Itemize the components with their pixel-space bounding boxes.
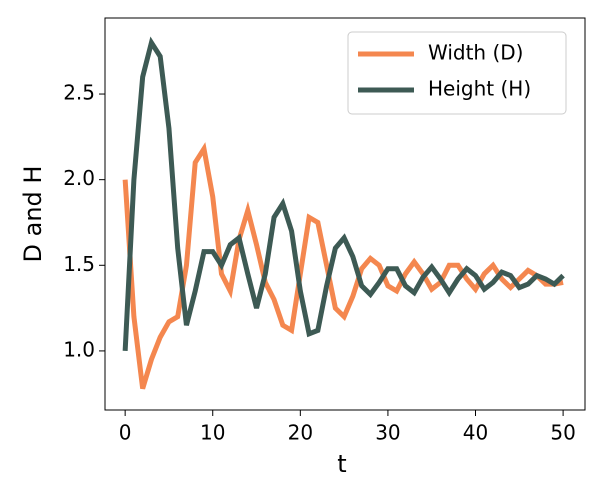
x-tick-label: 40 — [463, 421, 488, 445]
x-axis-label: t — [337, 450, 346, 478]
x-tick-label: 50 — [550, 421, 575, 445]
plot-frame — [104, 17, 586, 411]
y-tick-label: 1.0 — [63, 337, 95, 361]
y-tick-label: 2.5 — [63, 81, 95, 105]
y-axis-label: D and H — [19, 166, 47, 263]
legend-label: Height (H) — [428, 77, 531, 101]
series-line — [122, 36, 565, 352]
x-tick-label: 20 — [288, 421, 313, 445]
x-tick-label: 30 — [375, 421, 400, 445]
series-line — [122, 142, 564, 390]
y-tick-label: 1.5 — [63, 252, 95, 276]
x-tick-label: 10 — [200, 421, 225, 445]
x-tick-label: 0 — [119, 421, 132, 445]
legend-label: Width (D) — [428, 41, 523, 65]
y-tick-label: 2.0 — [63, 166, 95, 190]
